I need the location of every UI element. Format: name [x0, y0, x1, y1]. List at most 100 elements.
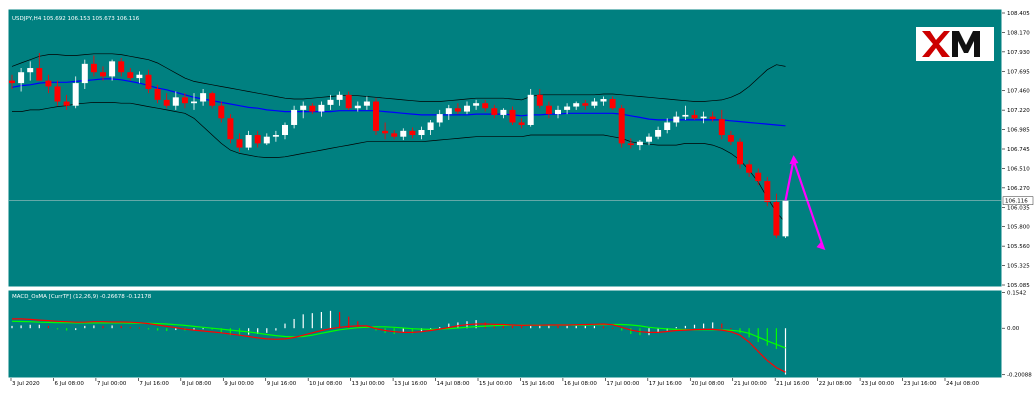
candle-body — [400, 130, 407, 137]
current-price-box — [1002, 196, 1034, 205]
candle — [172, 91, 179, 110]
candle — [300, 101, 307, 119]
time-axis: 3 Jul 2020 6 Jul 08:00 7 Jul 00:00 7 Jul 16… — [10, 378, 979, 387]
candle — [136, 71, 143, 84]
candle-body — [709, 116, 716, 120]
candle — [636, 140, 643, 151]
candle — [773, 193, 780, 239]
candle — [473, 99, 480, 110]
candle-body — [555, 109, 561, 115]
candle-body — [464, 105, 470, 112]
candle-body — [145, 74, 152, 89]
candle-body — [118, 61, 125, 73]
candle-body — [9, 80, 15, 84]
price-tick-label: 108.405 — [1007, 11, 1030, 17]
candle-body — [682, 114, 689, 117]
candle — [509, 106, 516, 125]
candle — [154, 84, 161, 104]
candle-body — [664, 122, 671, 130]
candle — [309, 103, 316, 115]
candle — [700, 111, 707, 124]
candle — [373, 98, 379, 136]
candle — [18, 68, 25, 92]
price-tick-label: 107.460 — [1007, 89, 1030, 95]
candle-body — [500, 109, 507, 115]
candle — [345, 91, 352, 110]
candlesticks — [9, 52, 789, 239]
candle-body — [100, 72, 106, 77]
candle — [145, 69, 152, 94]
time-tick-label: 9 Jul 00:00 — [224, 381, 254, 387]
candle-body — [127, 72, 134, 79]
candle-body — [109, 61, 116, 77]
macd-tick-label: 0.00 — [1007, 326, 1020, 332]
candle-body — [746, 164, 753, 173]
candle-body — [491, 108, 498, 115]
macd-axis-ticks: 0.1542 0.00 -0.20088 — [1002, 291, 1032, 379]
candle-body — [373, 101, 379, 131]
macd-line — [12, 318, 786, 373]
candle-body — [136, 74, 143, 79]
time-tick-label: 9 Jul 16:00 — [267, 381, 297, 387]
candle-body — [509, 109, 516, 123]
price-tick-label: 108.170 — [1007, 30, 1030, 36]
price-chart-panel[interactable] — [7, 8, 1003, 288]
candle-body — [272, 135, 279, 137]
candle-body — [636, 141, 643, 146]
current-price-label: 106.116 — [9, 196, 1034, 205]
time-tick-label: 21 Jul 00:00 — [734, 381, 767, 387]
price-tick-label: 106.270 — [1007, 186, 1030, 192]
candle-body — [764, 181, 771, 203]
candle — [72, 76, 79, 109]
candle-body — [454, 108, 461, 112]
candle-body — [191, 101, 197, 104]
macd-panel[interactable] — [7, 289, 1003, 379]
price-tick-label: 107.220 — [1007, 108, 1030, 114]
moving-average-line — [11, 78, 786, 127]
candle-body — [81, 63, 88, 84]
candle-body — [72, 83, 79, 106]
candle — [100, 66, 106, 81]
time-tick-label: 23 Jul 16:00 — [904, 381, 937, 387]
candle — [282, 122, 288, 140]
candle — [409, 127, 416, 139]
time-tick-label: 16 Jul 08:00 — [564, 381, 597, 387]
candle — [272, 130, 279, 142]
macd-lines — [11, 318, 786, 373]
candle — [518, 118, 525, 129]
candle — [400, 128, 407, 141]
candle — [746, 160, 753, 177]
current-price-text: 106.116 — [1005, 199, 1028, 205]
xm-logo-x — [922, 31, 950, 57]
forecast-up-arrowhead — [789, 155, 799, 165]
candle — [718, 109, 725, 140]
price-chart-header: USDJPY,H4 105.692 106.153 105.673 106.11… — [12, 16, 140, 22]
price-tick-label: 106.985 — [1007, 128, 1030, 134]
xm-logo — [916, 27, 994, 61]
candle — [673, 111, 680, 127]
candle — [591, 98, 598, 109]
candle — [500, 108, 507, 119]
candle — [254, 130, 261, 148]
candle — [609, 96, 616, 110]
time-tick-label: 15 Jul 16:00 — [521, 381, 554, 387]
bollinger-lower-line — [12, 102, 786, 224]
candle-body — [436, 114, 443, 123]
candle-body — [545, 105, 552, 115]
candle-body — [172, 97, 179, 106]
candle — [63, 94, 70, 110]
candle-body — [36, 68, 43, 81]
time-tick-label: 21 Jul 16:00 — [776, 381, 809, 387]
candle-body — [27, 68, 34, 73]
time-tick-label: 6 Jul 08:00 — [54, 381, 84, 387]
candle-body — [63, 101, 70, 106]
time-tick-label: 17 Jul 00:00 — [606, 381, 639, 387]
candle — [664, 118, 671, 134]
time-tick-label: 22 Jul 08:00 — [819, 381, 852, 387]
candle-body — [354, 105, 361, 109]
time-tick-label: 24 Jul 08:00 — [946, 381, 979, 387]
candle-body — [718, 119, 725, 136]
macd-header: MACD_OsMA [CurrTF] (12,26,9) -0.26678 -0… — [12, 294, 152, 300]
candle-body — [609, 99, 616, 109]
